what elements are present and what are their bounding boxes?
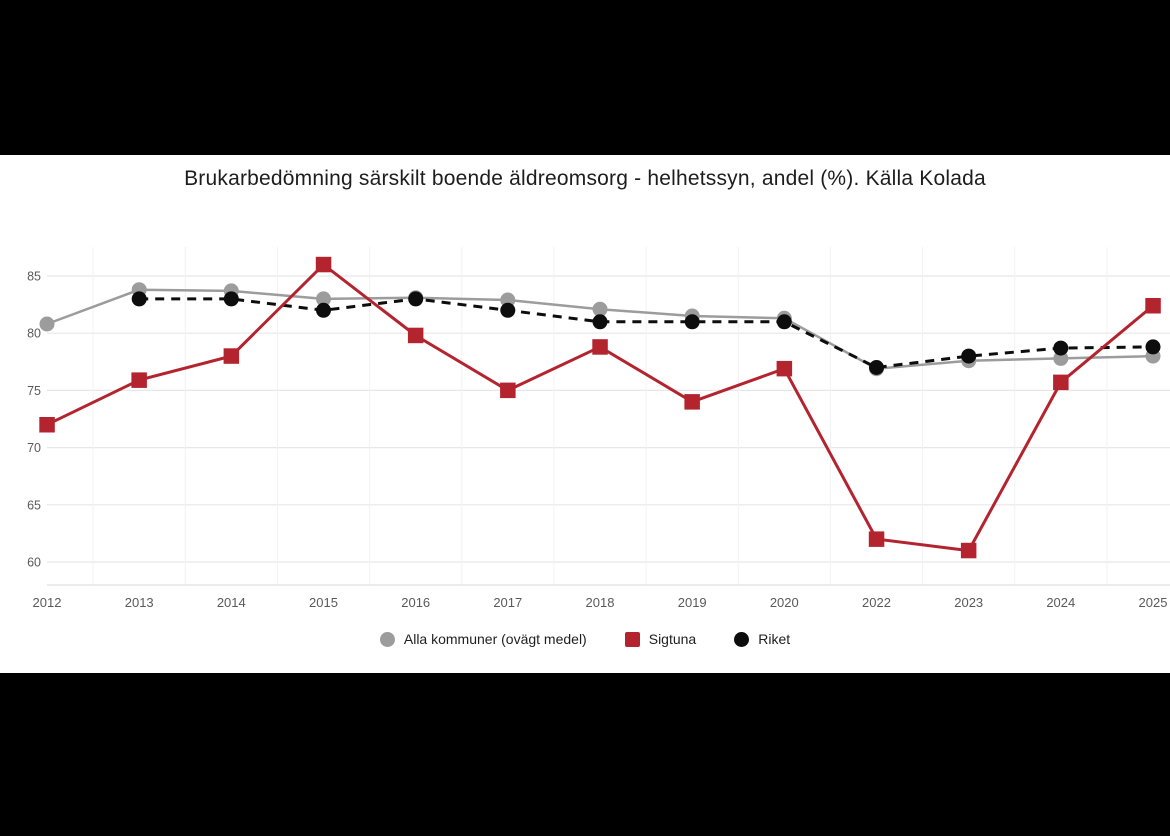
marker-sigtuna-2018 (592, 339, 608, 355)
x-axis-label-2015: 2015 (309, 595, 338, 610)
x-axis-label-2018: 2018 (586, 595, 615, 610)
x-axis-label-2025: 2025 (1139, 595, 1168, 610)
chart-svg: 60 65 70 75 80 85 2012 2013 2014 2015 2016 2017 2018… (27, 247, 1170, 610)
x-axis-label-2020: 2020 (770, 595, 799, 610)
marker-riket-2017 (500, 302, 516, 318)
square-marker-icon (624, 631, 640, 647)
marker-sigtuna-2016 (407, 327, 424, 344)
marker-riket-2022 (869, 360, 884, 375)
x-axis-label-2019: 2019 (678, 595, 707, 610)
marker-riket-2018 (592, 314, 608, 330)
marker-riket-2013 (131, 291, 147, 307)
chart-title: Brukarbedömning särskilt boende äldreoms… (184, 167, 986, 190)
marker-sigtuna-2013 (131, 372, 147, 388)
x-axis-label-2014: 2014 (217, 595, 246, 610)
marker-riket-2015 (316, 302, 331, 318)
x-axis-label-2024: 2024 (1046, 595, 1075, 610)
marker-riket-2014 (223, 291, 239, 307)
marker-alla-kommuner-ov-gt-medel-2017 (500, 292, 516, 308)
marker-riket-2025 (1145, 339, 1161, 355)
marker-riket-2023 (961, 348, 977, 364)
marker-alla-kommuner-ov-gt-medel-2018 (592, 301, 608, 317)
marker-riket-2024 (1053, 340, 1069, 356)
x-axis-label-2017: 2017 (493, 595, 522, 610)
marker-sigtuna-2019 (684, 394, 700, 410)
marker-riket-2016 (408, 291, 424, 307)
circle-marker-icon (379, 631, 395, 647)
x-axis-label-2022: 2022 (862, 595, 891, 610)
y-tick-label-75: 75 (27, 384, 41, 398)
marker-sigtuna-2023 (960, 542, 977, 559)
legend-label-sigtuna: Sigtuna (648, 631, 697, 647)
circle-marker-icon (734, 631, 750, 647)
legend-item-sigtuna: Sigtuna (624, 631, 697, 647)
x-axis-label-2016: 2016 (401, 595, 430, 610)
x-axis-label-2012: 2012 (33, 595, 62, 610)
marker-alla-kommuner-ov-gt-medel-2015 (316, 291, 331, 307)
marker-alla-kommuner-ov-gt-medel-2012 (39, 316, 55, 332)
marker-riket-2019 (684, 314, 700, 330)
marker-sigtuna-2014 (223, 348, 240, 364)
chart-panel: 60 65 70 75 80 85 2012 2013 2014 2015 2016 2017 2018… (0, 155, 1170, 673)
legend-label-riket: Riket (758, 631, 791, 647)
y-tick-label-70: 70 (27, 441, 41, 455)
x-axis-label-2013: 2013 (125, 595, 154, 610)
y-tick-label-65: 65 (27, 498, 41, 512)
y-tick-label-60: 60 (27, 556, 41, 570)
x-axis-label-2023: 2023 (954, 595, 983, 610)
marker-sigtuna-2017 (500, 382, 516, 399)
y-tick-label-80: 80 (27, 327, 41, 341)
marker-sigtuna-2020 (776, 360, 793, 377)
marker-sigtuna-2015 (315, 256, 332, 273)
y-tick-label-85: 85 (27, 270, 41, 284)
legend-item-alla-kommuner: Alla kommuner (ovägt medel) (379, 631, 587, 647)
marker-sigtuna-2024 (1053, 374, 1069, 391)
marker-sigtuna-2012 (39, 417, 55, 433)
marker-sigtuna-2022 (868, 531, 885, 547)
marker-sigtuna-2025 (1145, 298, 1161, 314)
legend: Alla kommuner (ovägt medel) Sigtuna Rike… (0, 631, 1170, 647)
legend-item-riket: Riket (734, 631, 790, 647)
marker-alla-kommuner-ov-gt-medel-2024 (1053, 350, 1069, 366)
legend-label-alla-kommuner: Alla kommuner (ovägt medel) (403, 631, 587, 647)
marker-riket-2020 (776, 314, 792, 330)
